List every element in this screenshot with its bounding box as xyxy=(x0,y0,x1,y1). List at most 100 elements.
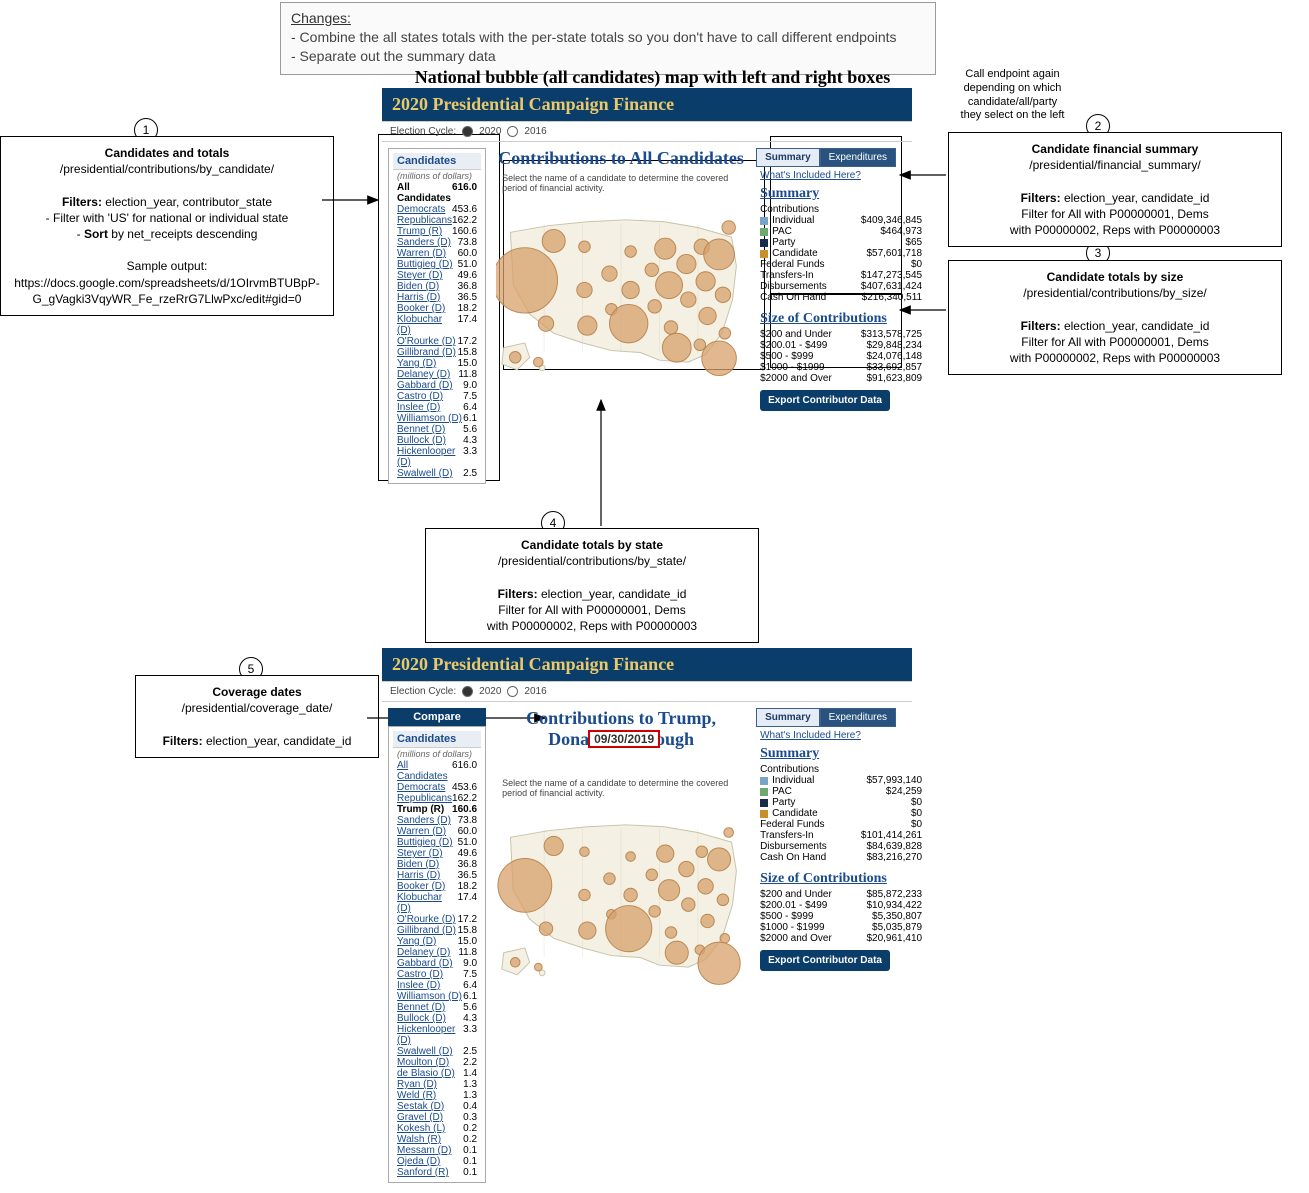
candidate-row[interactable]: Ojeda (D)0.1 xyxy=(393,1156,481,1167)
export-button[interactable]: Export Contributor Data xyxy=(760,950,890,971)
candidate-link[interactable]: Sanders (D) xyxy=(397,237,451,248)
candidate-row[interactable]: Moulton (D)2.2 xyxy=(393,1057,481,1068)
map-bubble[interactable] xyxy=(625,246,637,258)
candidate-row[interactable]: Yang (D)15.0 xyxy=(393,936,481,947)
candidate-row[interactable]: Warren (D)60.0 xyxy=(393,248,481,259)
candidate-link[interactable]: All Candidates xyxy=(397,182,452,204)
map-bubble[interactable] xyxy=(496,248,558,313)
candidate-link[interactable]: Inslee (D) xyxy=(397,980,440,991)
candidate-link[interactable]: Williamson (D) xyxy=(397,991,462,1002)
map-bubble[interactable] xyxy=(665,927,677,939)
candidate-link[interactable]: Klobuchar (D) xyxy=(397,892,458,914)
candidate-row[interactable]: O'Rourke (D)17.2 xyxy=(393,336,481,347)
map-bubble[interactable] xyxy=(719,328,731,340)
candidate-row[interactable]: Trump (R)160.6 xyxy=(393,226,481,237)
map-bubble[interactable] xyxy=(579,241,591,253)
tab-summary[interactable]: Summary xyxy=(756,708,820,727)
candidate-link[interactable]: Steyer (D) xyxy=(397,270,443,281)
map-bubble[interactable] xyxy=(717,894,729,906)
map-bubble[interactable] xyxy=(722,221,735,234)
map-bubble[interactable] xyxy=(699,307,716,324)
candidate-row[interactable]: Republicans162.2 xyxy=(393,793,481,804)
candidate-link[interactable]: Gravel (D) xyxy=(397,1112,443,1123)
candidate-row[interactable]: Steyer (D)49.6 xyxy=(393,270,481,281)
candidate-link[interactable]: Ojeda (D) xyxy=(397,1156,440,1167)
candidate-row[interactable]: Trump (R)160.6 xyxy=(393,804,481,815)
map-bubble[interactable] xyxy=(606,906,652,952)
candidate-row[interactable]: Gabbard (D)9.0 xyxy=(393,958,481,969)
candidate-link[interactable]: Ryan (D) xyxy=(397,1079,437,1090)
map-bubble[interactable] xyxy=(701,914,714,927)
candidate-row[interactable]: Klobuchar (D)17.4 xyxy=(393,892,481,914)
candidate-row[interactable]: Democrats453.6 xyxy=(393,782,481,793)
candidate-link[interactable]: Hickenlooper (D) xyxy=(397,1024,463,1046)
map-bubble[interactable] xyxy=(720,933,730,943)
candidate-row[interactable]: Biden (D)36.8 xyxy=(393,281,481,292)
candidate-row[interactable]: Booker (D)18.2 xyxy=(393,881,481,892)
candidate-link[interactable]: Gabbard (D) xyxy=(397,380,453,391)
candidate-row[interactable]: Williamson (D)6.1 xyxy=(393,991,481,1002)
candidate-link[interactable]: O'Rourke (D) xyxy=(397,336,456,347)
map-bubble[interactable] xyxy=(579,922,596,939)
export-button[interactable]: Export Contributor Data xyxy=(760,390,890,411)
map-bubble[interactable] xyxy=(577,282,592,297)
candidate-link[interactable]: Bennet (D) xyxy=(397,1002,445,1013)
candidate-row[interactable]: Sanders (D)73.8 xyxy=(393,815,481,826)
candidate-row[interactable]: Bennet (D)5.6 xyxy=(393,1002,481,1013)
candidate-link[interactable]: Gillibrand (D) xyxy=(397,925,456,936)
candidate-row[interactable]: Swalwell (D)2.5 xyxy=(393,1046,481,1057)
map-bubble[interactable] xyxy=(542,229,565,252)
map-bubble[interactable] xyxy=(538,316,553,331)
map-bubble[interactable] xyxy=(657,845,674,862)
candidate-row[interactable]: Warren (D)60.0 xyxy=(393,826,481,837)
candidate-link[interactable]: Moulton (D) xyxy=(397,1057,449,1068)
candidate-link[interactable]: Delaney (D) xyxy=(397,369,450,380)
candidate-row[interactable]: Gabbard (D)9.0 xyxy=(393,380,481,391)
compare-button[interactable]: Compare xyxy=(388,708,486,726)
map-bubble[interactable] xyxy=(698,879,713,894)
candidate-row[interactable]: Yang (D)15.0 xyxy=(393,358,481,369)
map-bubble[interactable] xyxy=(579,889,591,901)
candidate-link[interactable]: Booker (D) xyxy=(397,881,445,892)
candidate-row[interactable]: Steyer (D)49.6 xyxy=(393,848,481,859)
whats-included-link[interactable]: What's Included Here? xyxy=(756,727,926,744)
candidate-row[interactable]: de Blasio (D)1.4 xyxy=(393,1068,481,1079)
candidate-link[interactable]: Hickenlooper (D) xyxy=(397,446,463,468)
map-bubble[interactable] xyxy=(704,239,735,270)
map-bubble[interactable] xyxy=(696,846,708,858)
candidate-row[interactable]: Gravel (D)0.3 xyxy=(393,1112,481,1123)
candidate-link[interactable]: Inslee (D) xyxy=(397,402,440,413)
candidate-link[interactable]: Biden (D) xyxy=(397,281,439,292)
map-bubble[interactable] xyxy=(681,292,696,307)
candidate-link[interactable]: Democrats xyxy=(397,204,445,215)
candidate-link[interactable]: Warren (D) xyxy=(397,248,446,259)
candidate-row[interactable]: Buttigieg (D)51.0 xyxy=(393,837,481,848)
candidate-link[interactable]: Biden (D) xyxy=(397,859,439,870)
candidate-row[interactable]: Democrats453.6 xyxy=(393,204,481,215)
candidate-link[interactable]: Walsh (R) xyxy=(397,1134,441,1145)
cycle-radio[interactable] xyxy=(462,686,473,697)
map-bubble[interactable] xyxy=(580,847,590,857)
candidate-link[interactable]: Bennet (D) xyxy=(397,424,445,435)
candidate-link[interactable]: Republicans xyxy=(397,215,452,226)
candidate-link[interactable]: Sanders (D) xyxy=(397,815,451,826)
candidate-row[interactable]: Biden (D)36.8 xyxy=(393,859,481,870)
candidate-link[interactable]: Republicans xyxy=(397,793,452,804)
map-bubble[interactable] xyxy=(664,321,677,334)
candidate-row[interactable]: Bullock (D)4.3 xyxy=(393,435,481,446)
candidate-row[interactable]: Bennet (D)5.6 xyxy=(393,424,481,435)
candidate-row[interactable]: Hickenlooper (D)3.3 xyxy=(393,1024,481,1046)
candidate-row[interactable]: All Candidates616.0 xyxy=(393,182,481,204)
candidate-row[interactable]: Harris (D)36.5 xyxy=(393,292,481,303)
candidate-link[interactable]: O'Rourke (D) xyxy=(397,914,456,925)
candidate-link[interactable]: Bullock (D) xyxy=(397,435,446,446)
map-bubble[interactable] xyxy=(649,906,661,918)
map-bubble[interactable] xyxy=(610,304,648,342)
map-bubble[interactable] xyxy=(724,828,734,838)
map-bubble[interactable] xyxy=(534,357,544,367)
map-bubble[interactable] xyxy=(544,836,563,855)
candidate-link[interactable]: Castro (D) xyxy=(397,969,443,980)
candidate-row[interactable]: Ryan (D)1.3 xyxy=(393,1079,481,1090)
map-bubble[interactable] xyxy=(694,339,706,351)
candidate-row[interactable]: Sanders (D)73.8 xyxy=(393,237,481,248)
